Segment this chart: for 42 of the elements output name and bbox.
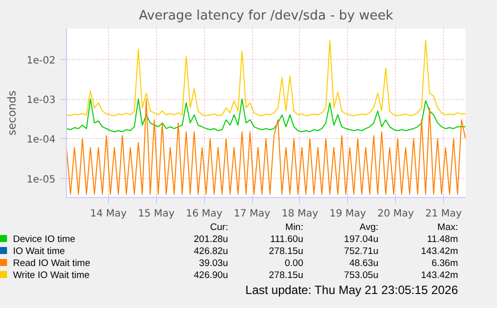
text: 278.15u — [268, 270, 304, 282]
text: Last update: Thu May 21 23:05:15 2026 — [244, 282, 458, 299]
text: 39.03u — [198, 258, 228, 270]
text: 426.82u — [192, 246, 228, 258]
x-tick-label: 14 May — [90, 208, 127, 220]
x-tick-label: 18 May — [282, 208, 318, 220]
line-series — [66, 98, 466, 195]
text: 201.28u — [192, 234, 228, 246]
y-tick-label: 1e-02 — [26, 55, 56, 66]
text: 48.63u — [348, 258, 378, 270]
text: Max: — [436, 222, 458, 234]
x-tick-label: 21 May — [425, 208, 462, 220]
legend-label: IO Wait time — [12, 246, 66, 258]
text: 278.15u — [268, 246, 304, 258]
y-tick-label: 1e-04 — [26, 134, 56, 146]
text: 143.42m — [420, 246, 458, 258]
x-tick-label: 19 May — [330, 208, 366, 220]
text: 6.36m — [430, 258, 458, 270]
x-tick-label: 16 May — [186, 208, 223, 220]
legend-label: Read IO Wait time — [12, 258, 92, 270]
x-tick-label: 15 May — [138, 208, 175, 220]
text: Cur: — [209, 222, 228, 234]
text: 197.04u — [343, 234, 378, 246]
text: Avg: — [358, 222, 378, 234]
text: 11.48m — [426, 234, 458, 246]
line-series — [66, 98, 466, 132]
text: 752.71u — [343, 246, 378, 258]
legend-label: Device IO time — [12, 234, 76, 246]
y-axis-title: seconds — [6, 90, 19, 136]
y-tick-label: 1e-03 — [26, 95, 56, 106]
text: Min: — [284, 222, 304, 234]
text: 753.05u — [343, 270, 378, 282]
chart-title: Average latency for /dev/sda - by week — [138, 8, 394, 24]
text: 0.00 — [284, 258, 304, 270]
y-tick-label: 1e-05 — [26, 174, 56, 186]
legend-label: Write IO Wait time — [12, 270, 91, 282]
line-series — [66, 40, 466, 116]
x-tick-label: 20 May — [377, 208, 414, 220]
text: 426.90u — [192, 270, 228, 282]
text: 143.42m — [420, 270, 458, 282]
text: 111.60u — [269, 234, 304, 246]
x-tick-label: 17 May — [234, 208, 270, 220]
